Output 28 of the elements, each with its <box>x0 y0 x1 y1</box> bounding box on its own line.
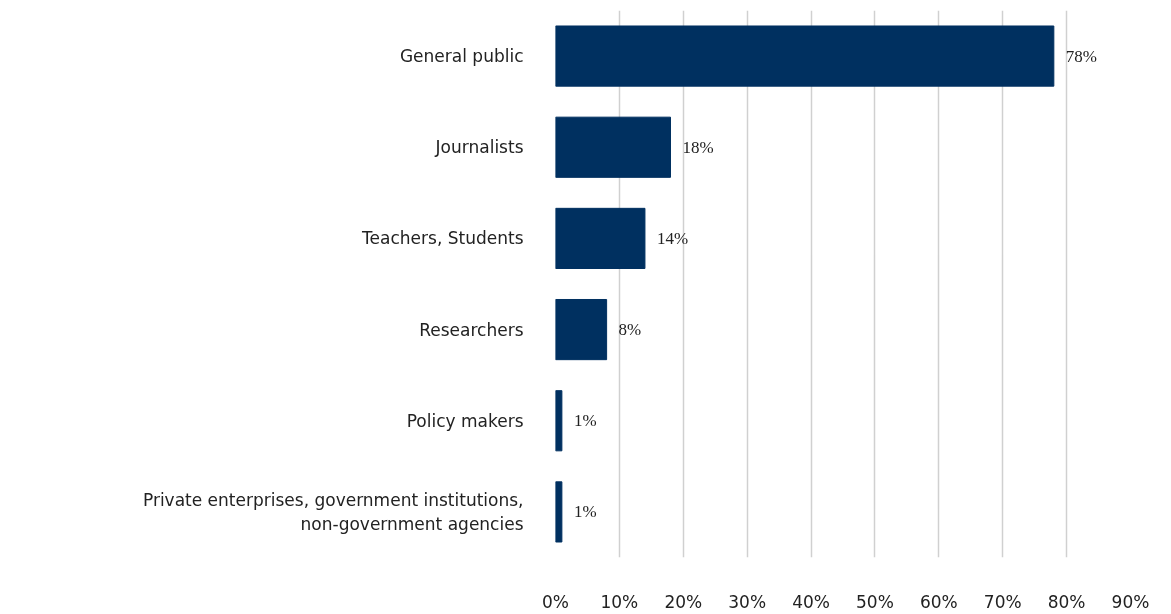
data-label: 1% <box>573 411 597 431</box>
y-tick-label: Journalists <box>434 137 524 158</box>
bar <box>555 207 646 269</box>
bar <box>555 299 608 361</box>
y-tick-label: Teachers, Students <box>361 228 524 249</box>
bar <box>555 116 671 178</box>
x-tick-label: 80% <box>1047 591 1086 612</box>
bar <box>555 390 563 452</box>
x-tick-label: 90% <box>1111 591 1150 612</box>
x-tick-label: 20% <box>664 591 703 612</box>
y-tick-label: Private enterprises, government institutions, non-government agencies <box>142 489 524 534</box>
x-tick-label: 0% <box>542 591 569 612</box>
bar <box>555 481 563 543</box>
data-label: 18% <box>682 137 714 157</box>
x-tick-label: 50% <box>856 591 894 612</box>
y-tick-label: General public <box>399 46 524 67</box>
x-tick-label: 70% <box>983 591 1022 612</box>
bar <box>555 25 1055 87</box>
x-tick-label: 10% <box>600 591 639 612</box>
data-label: 14% <box>656 228 689 248</box>
y-tick-label: Policy makers <box>406 410 524 431</box>
x-tick-label: 60% <box>919 591 958 612</box>
data-label: 1% <box>573 502 597 522</box>
x-tick-label: 40% <box>792 591 830 612</box>
x-tick-label: 30% <box>728 591 767 612</box>
data-label: 78% <box>1065 46 1098 66</box>
y-tick-label: Researchers <box>419 319 524 340</box>
data-label: 8% <box>618 320 642 340</box>
